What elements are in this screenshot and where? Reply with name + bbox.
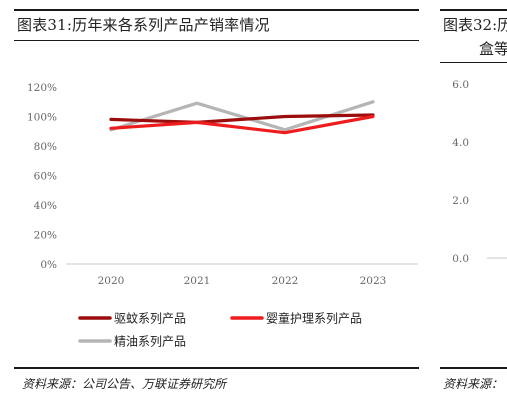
- right-y-tick-label: 0.0: [452, 253, 469, 265]
- y-tick-label: 20%: [34, 230, 57, 242]
- right-y-tick-label: 4.0: [452, 137, 469, 149]
- x-tick-label: 2021: [184, 275, 211, 287]
- x-tick-label: 2020: [98, 275, 125, 287]
- source-note: 资料来源：公司公告、万联证券研究所: [22, 377, 227, 391]
- chart-title: 图表31:历年来各系列产品产销率情况: [17, 16, 270, 34]
- right-y-tick-label: 2.0: [452, 195, 469, 207]
- top-rule-right: [440, 9, 507, 11]
- bottom-rule-left: [14, 367, 419, 369]
- x-tick-label: 2023: [360, 275, 387, 287]
- series-line-1: [109, 113, 375, 125]
- x-tick-label: 2022: [272, 275, 299, 287]
- x-axis: 2020 2021 2022 2023: [66, 263, 418, 287]
- y-axis: 0% 20% 40% 60% 80% 100% 120%: [27, 82, 57, 271]
- right-chart-y-axis: 6.0 4.0 2.0 0.0: [452, 79, 507, 265]
- y-tick-label: 0%: [40, 259, 57, 271]
- title-underline-right: [440, 62, 507, 63]
- y-tick-label: 40%: [34, 200, 57, 212]
- y-tick-label: 100%: [27, 112, 57, 124]
- bottom-rule-right: [440, 367, 507, 369]
- y-tick-label: 120%: [27, 82, 57, 94]
- y-tick-label: 60%: [34, 171, 57, 183]
- series-layer: [109, 100, 375, 135]
- title-underline-left: [14, 40, 419, 41]
- right-chart-title-line2: 盒等: [479, 40, 507, 58]
- legend-label: 精油系列产品: [114, 335, 186, 349]
- legend-label: 婴童护理系列产品: [266, 311, 362, 326]
- y-tick-label: 80%: [34, 141, 57, 153]
- right-chart-title: 图表32:历: [443, 16, 507, 34]
- right-source-note: 资料来源：: [443, 377, 504, 391]
- right-y-tick-label: 6.0: [452, 79, 469, 91]
- top-rule-left: [14, 9, 419, 11]
- legend-label: 驱蚊系列产品: [114, 311, 186, 326]
- series-line-2: [109, 114, 375, 135]
